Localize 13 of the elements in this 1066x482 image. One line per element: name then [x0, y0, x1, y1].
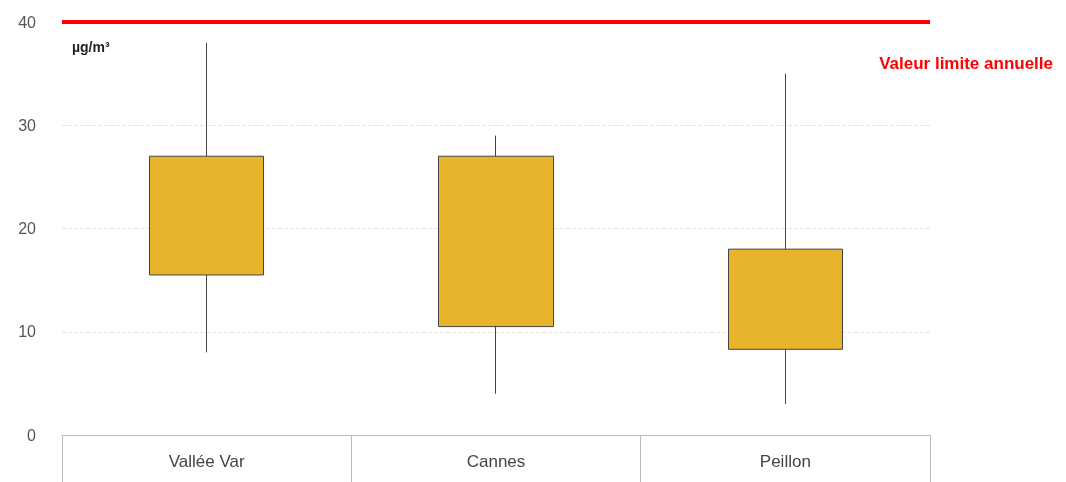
- y-tick-label: 30: [18, 116, 37, 134]
- x-tick-label: Vallée Var: [168, 452, 245, 471]
- y-tick-label: 40: [18, 13, 37, 31]
- candlestick: [438, 135, 554, 395]
- y-tick-label: 10: [18, 323, 37, 341]
- y-tick-label: 0: [27, 426, 37, 444]
- x-tick-label: Peillon: [759, 452, 811, 471]
- candlestick: [149, 42, 264, 353]
- candlestick: [728, 73, 843, 405]
- y-axis-title: µg/m³: [72, 39, 110, 55]
- y-tick-label: 20: [18, 220, 37, 237]
- ref-line-label: Valeur limite annuelle: [879, 54, 1053, 73]
- x-tick-label: Cannes: [466, 452, 526, 471]
